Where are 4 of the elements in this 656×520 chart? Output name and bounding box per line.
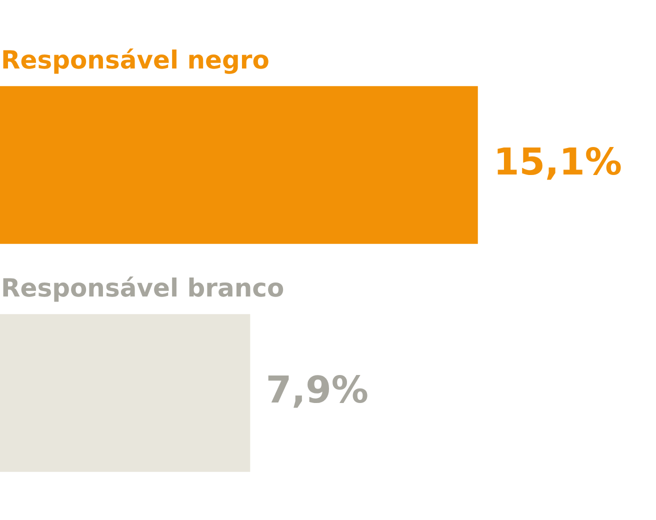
y-tick-label: Responsável branco bbox=[1, 274, 284, 302]
data-label: 15,1% bbox=[494, 140, 622, 184]
data-label: 7,9% bbox=[266, 368, 368, 412]
y-tick-label: Responsável negro bbox=[1, 46, 270, 74]
